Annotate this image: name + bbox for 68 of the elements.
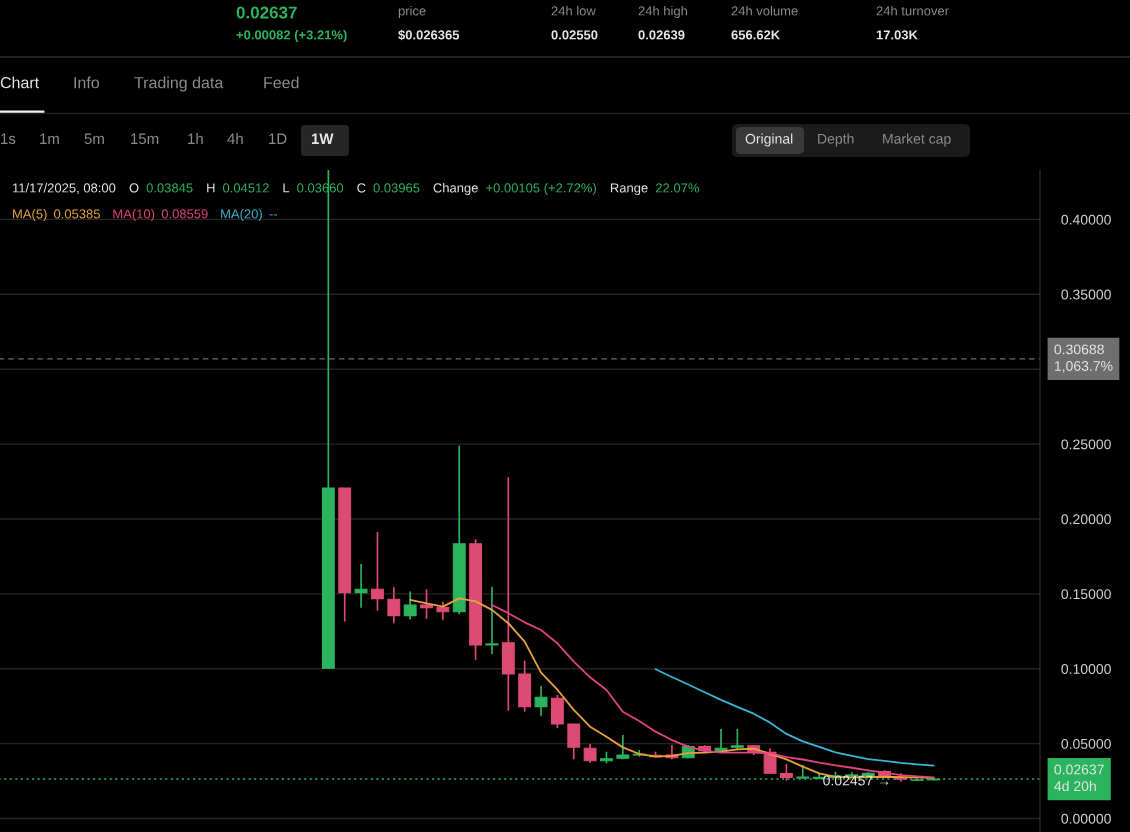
text: 1s — [1, 133, 16, 145]
text: +0.00082 (+3.21%) — [236, 29, 347, 43]
candlestick — [403, 590, 417, 621]
annotation: 0.03845 — [146, 183, 193, 193]
text: 1W — [311, 133, 334, 144]
text: 24h turnover — [876, 5, 949, 16]
y-tick-label: 0.35000 — [1061, 289, 1111, 300]
y-tick-label: 0.00000 — [1061, 813, 1111, 824]
text: 0.02639 — [638, 30, 685, 40]
candlestick — [567, 723, 581, 761]
annotation: 0.03965 — [373, 183, 420, 193]
text: Info — [74, 76, 100, 89]
y-tick-label: 0.20000 — [1061, 514, 1111, 525]
text: 5m — [84, 133, 104, 145]
candlestick — [354, 563, 368, 609]
candlestick — [534, 685, 548, 717]
annotation: 0.05385 — [54, 209, 100, 219]
annotation: H — [207, 183, 215, 193]
text: MA(20) — [221, 208, 262, 222]
annotation: Change — [433, 182, 478, 196]
annotation: -- — [269, 214, 278, 216]
text: 1h — [188, 133, 203, 144]
candlestick — [616, 734, 630, 761]
text: 0.02550 — [551, 30, 598, 40]
candlestick — [387, 586, 401, 625]
text: Feed — [264, 76, 299, 89]
candlestick — [371, 531, 384, 612]
text: Market cap — [883, 133, 951, 147]
annotation: 0.02457 → — [823, 775, 889, 786]
candlestick — [485, 585, 499, 655]
candlestick — [420, 588, 433, 620]
text: MA(5) — [13, 208, 47, 222]
text: Chart — [0, 76, 40, 89]
annotation: 11/17/2025, 08:00 — [12, 182, 116, 195]
y-tick-label: 0.25000 — [1061, 439, 1111, 450]
y-tick-label: 0.40000 — [1061, 214, 1111, 225]
annotation: 0.08559 — [161, 209, 208, 219]
candlestick — [436, 600, 450, 621]
text: Original — [745, 133, 793, 147]
text: 656.62K — [731, 30, 781, 40]
text: 4h — [227, 133, 243, 144]
text: 0.02637 — [236, 6, 297, 19]
y-tick-label: 0.15000 — [1061, 589, 1111, 600]
y-tick-label: 0.10000 — [1061, 664, 1111, 674]
y-tick-label: 0.05000 — [1061, 738, 1111, 749]
ref-line-label: 0.30688 1,063.7% — [1054, 344, 1113, 373]
annotation: +0.00105 (+2.72%) — [486, 182, 596, 196]
text: 15m — [131, 133, 159, 145]
text: 24h low — [551, 5, 596, 16]
annotation: C — [357, 183, 366, 193]
text: Depth — [818, 133, 854, 147]
line-series — [654, 668, 935, 767]
text: 1D — [269, 133, 287, 144]
text: $0.026365 — [398, 29, 460, 41]
text: MA(10) — [113, 208, 155, 222]
text: 24h high — [638, 5, 688, 19]
annotation: L — [283, 183, 290, 193]
text: price — [398, 5, 426, 19]
text: 24h volume — [731, 5, 798, 16]
candlestick — [583, 743, 597, 764]
text: 17.03K — [876, 30, 918, 40]
annotation: 22.07% — [656, 183, 699, 193]
annotation: 0.04512 — [223, 183, 269, 193]
text: 1m — [40, 133, 59, 144]
annotation: Range — [610, 183, 648, 196]
ref-line-label: 0.02637 4d 20h — [1054, 764, 1104, 792]
annotation: O — [129, 183, 139, 193]
text: Trading data — [134, 76, 224, 92]
